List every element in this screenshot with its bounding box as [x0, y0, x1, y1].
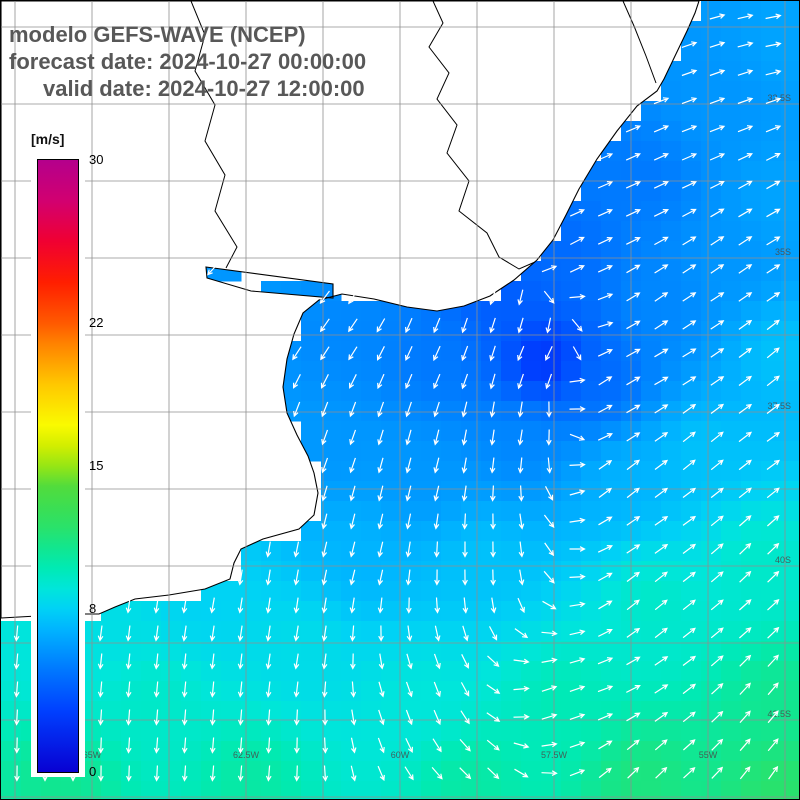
colorbar — [31, 153, 85, 777]
colorbar-tick-label: 22 — [89, 315, 104, 331]
wind-arrows — [13, 13, 782, 782]
valid-date: valid date: 2024-10-27 12:00:00 — [43, 76, 365, 101]
lon-label: 65W — [83, 750, 102, 760]
lat-label: 35S — [775, 247, 791, 257]
lon-label: 55W — [699, 750, 718, 760]
lon-label: 62.5W — [233, 750, 260, 760]
model-title: modelo GEFS-WAVE (NCEP) — [9, 22, 306, 47]
lat-label: 37.5S — [767, 401, 791, 411]
lat-label: 42.5S — [767, 709, 791, 719]
colorbar-unit-label: [m/s] — [29, 131, 67, 147]
river-border-lines — [190, 1, 657, 270]
colorbar-tick-label: 15 — [89, 458, 104, 473]
lon-label: 57.5W — [541, 750, 568, 760]
colorbar-tick-label: 0 — [89, 764, 97, 779]
lat-label: 40S — [775, 555, 791, 565]
colorbar-tick-label: 8 — [89, 600, 97, 616]
colorbar-tick-label: 30 — [89, 152, 104, 167]
land-coastline — [1, 1, 700, 619]
title-block: modelo GEFS-WAVE (NCEP) forecast date: 2… — [9, 21, 366, 102]
forecast-date: forecast date: 2024-10-27 00:00:00 — [9, 49, 367, 74]
lon-label: 60W — [391, 750, 410, 760]
colorbar-gradient — [37, 159, 79, 773]
